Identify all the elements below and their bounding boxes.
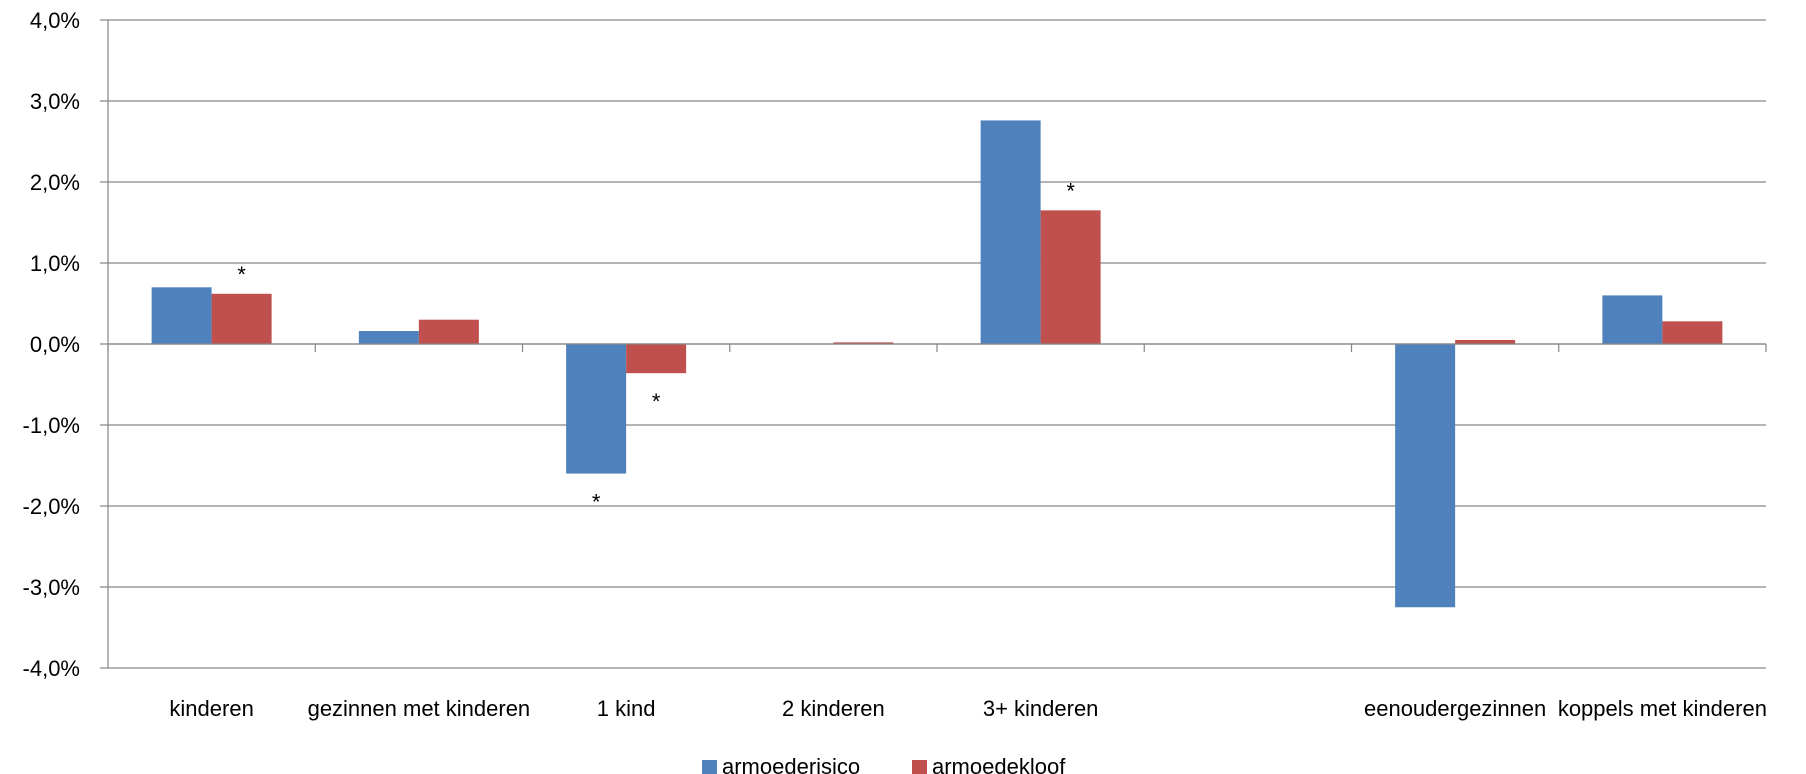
y-tick-label: 2,0% [30, 170, 80, 195]
y-tick-label: -1,0% [23, 413, 80, 438]
legend-label-armoedekloof: armoedekloof [932, 754, 1066, 774]
bar-armoedekloof [1455, 339, 1516, 344]
legend-swatch-armoedekloof [912, 760, 927, 774]
significance-marker: * [592, 490, 601, 515]
y-tick-label: 3,0% [30, 89, 80, 114]
bar-armoederisico [1395, 344, 1456, 608]
bar-armoedekloof [1040, 210, 1101, 344]
bar-armoedekloof [626, 344, 687, 374]
bar-armoederisico [980, 120, 1041, 344]
category-label: eenoudergezinnen [1364, 696, 1546, 721]
bar-armoederisico [1602, 295, 1663, 344]
bar-armoedekloof [418, 319, 479, 344]
bar-armoederisico [151, 287, 212, 344]
category-label: koppels met kinderen [1558, 696, 1767, 721]
y-tick-label: -3,0% [23, 575, 80, 600]
significance-marker: * [237, 262, 246, 287]
y-tick-label: 0,0% [30, 332, 80, 357]
y-tick-label: 1,0% [30, 251, 80, 276]
y-axis: 4,0% 3,0% 2,0% 1,0% 0,0% -1,0% -2,0% -3,0% -4,0% [23, 8, 109, 681]
legend-swatch-armoederisico [702, 760, 717, 774]
significance-marker: * [652, 389, 661, 414]
bars [151, 120, 1723, 608]
category-label: 1 kind [597, 696, 656, 721]
y-tick-label: -2,0% [23, 494, 80, 519]
category-label: 3+ kinderen [983, 696, 1099, 721]
x-axis: kinderen gezinnen met kinderen 1 kind 2 kin… [107, 343, 1767, 721]
bar-armoedekloof [833, 342, 894, 344]
category-label: kinderen [169, 696, 253, 721]
y-tick-label: 4,0% [30, 8, 80, 33]
legend-label-armoederisico: armoederisico [722, 754, 860, 774]
legend: armoederisico armoedekloof [702, 754, 1066, 774]
category-label: gezinnen met kinderen [308, 696, 531, 721]
y-tick-label: -4,0% [23, 656, 80, 681]
significance-markers: * * * * [237, 178, 1075, 514]
bar-armoederisico [358, 331, 419, 344]
bar-armoedekloof [1662, 321, 1723, 344]
bar-armoedekloof [211, 293, 272, 344]
bar-armoederisico [566, 344, 627, 474]
significance-marker: * [1066, 178, 1075, 203]
category-label: 2 kinderen [782, 696, 885, 721]
